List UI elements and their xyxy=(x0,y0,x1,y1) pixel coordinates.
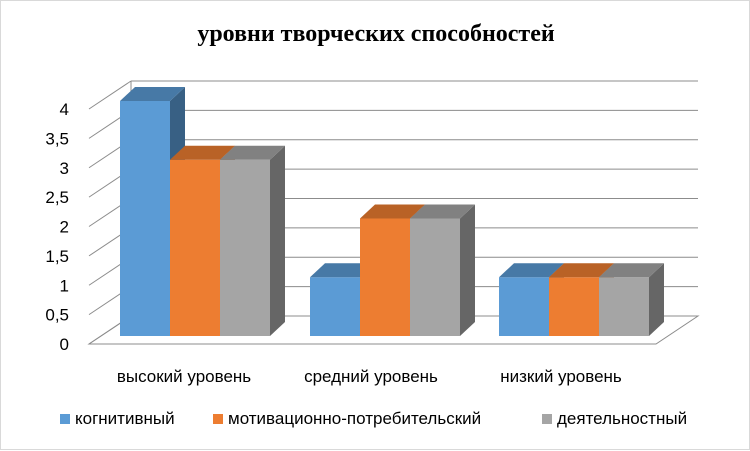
bar-front xyxy=(599,277,649,336)
category-label: средний уровень xyxy=(304,367,438,386)
bar-top xyxy=(549,263,614,278)
floor xyxy=(87,315,700,345)
bar-top xyxy=(120,87,185,101)
category-label: высокий уровень xyxy=(117,367,251,386)
bar-front xyxy=(120,101,170,336)
y-tick-label: 0,5 xyxy=(45,306,69,325)
legend-label: мотивационно-потребительский xyxy=(228,409,481,428)
bar-front xyxy=(170,159,220,336)
y-tick-label: 2,5 xyxy=(45,188,69,207)
legend-label: деятельностный xyxy=(557,409,687,428)
bar xyxy=(220,145,285,336)
y-tick-label: 1 xyxy=(60,276,69,295)
category-label: низкий уровень xyxy=(500,367,622,386)
bar xyxy=(599,263,664,336)
legend: когнитивный мотивационно-потребительский д… xyxy=(60,409,687,428)
bar-top xyxy=(499,263,564,278)
legend-label: когнитивный xyxy=(75,409,175,428)
bar-top xyxy=(410,204,475,219)
bar-side xyxy=(270,145,285,336)
bar-front xyxy=(549,277,599,336)
bar-top xyxy=(310,263,375,278)
bar-top xyxy=(360,204,425,219)
bar-front xyxy=(499,277,549,336)
bar-side xyxy=(649,263,664,336)
bar xyxy=(410,204,475,336)
y-tick-label: 1,5 xyxy=(45,247,69,266)
legend-swatch xyxy=(60,414,70,424)
bar-top xyxy=(170,145,235,160)
bar-front xyxy=(360,218,410,336)
legend-swatch xyxy=(213,414,223,424)
y-tick-label: 4 xyxy=(60,100,69,119)
chart-title: уровни творческих способностей xyxy=(197,21,555,47)
bar-side xyxy=(460,204,475,336)
category-labels: высокий уровень средний уровень низкий уро… xyxy=(117,367,622,386)
y-tick-label: 0 xyxy=(60,335,69,354)
bar-top xyxy=(220,145,285,160)
side-wall-gridline xyxy=(88,80,132,110)
bar-front xyxy=(310,277,360,336)
y-tick-label: 2 xyxy=(60,218,69,237)
y-tick-label: 3,5 xyxy=(45,129,69,148)
bar-top xyxy=(599,263,664,278)
bar-front xyxy=(410,218,460,336)
legend-swatch xyxy=(542,414,552,424)
y-tick-label: 3 xyxy=(60,159,69,178)
bar-front xyxy=(220,159,270,336)
y-axis-ticks: 0 0,5 1 1,5 2 2,5 3 3,5 4 xyxy=(45,100,69,354)
bars xyxy=(120,87,664,336)
